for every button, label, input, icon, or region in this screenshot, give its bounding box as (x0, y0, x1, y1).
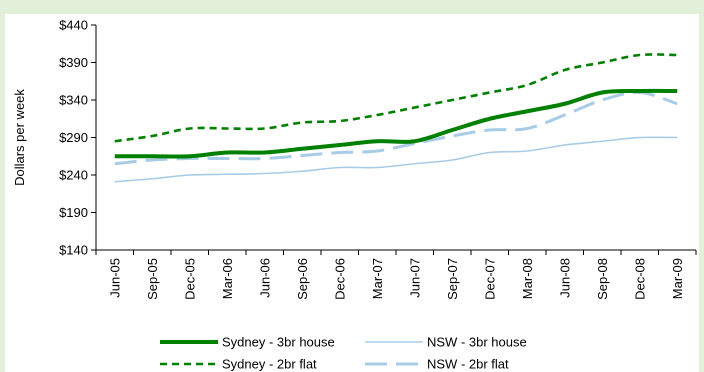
legend-label: Sydney - 3br house (222, 335, 335, 350)
series-line-sydney-3br-house (114, 88, 678, 159)
x-tick-label: Mar-09 (670, 258, 685, 299)
x-tick-label: Dec-07 (482, 258, 497, 300)
legend-label: Sydney - 2br flat (222, 357, 317, 372)
x-tick-label: Jun-07 (407, 258, 422, 298)
legend: Sydney - 3br house NSW - 3br house Sydney … (160, 335, 527, 372)
x-tick-label: Jun-08 (557, 258, 572, 298)
series-line-nsw-3br-house (114, 136, 678, 183)
x-tick-label: Mar-08 (520, 258, 535, 299)
y-tick-label: $390 (59, 55, 88, 70)
x-tick-label: Sep-06 (295, 258, 310, 300)
x-tick-label: Dec-05 (182, 258, 197, 300)
x-tick-label: Mar-06 (220, 258, 235, 299)
chart-panel (5, 14, 699, 372)
x-tick-label: Dec-06 (332, 258, 347, 300)
x-tick-label: Mar-07 (370, 258, 385, 299)
y-tick-label: $140 (59, 243, 88, 258)
x-tick-label: Jun-05 (107, 258, 122, 298)
x-tick-label: Dec-08 (632, 258, 647, 300)
y-tick-label: $240 (59, 168, 88, 183)
x-tick-label: Sep-05 (145, 258, 160, 300)
series-line-nsw-2br-flat (114, 90, 678, 166)
series-layer (114, 53, 678, 183)
y-tick-label: $190 (59, 205, 88, 220)
x-tick-label: Sep-08 (595, 258, 610, 300)
y-tick-label: $440 (59, 18, 88, 33)
x-tick-label: Jun-06 (257, 258, 272, 298)
axes: $140 $190 $240 $290 $340 $390 $440 Jun-05 Sep-05… (12, 18, 697, 300)
y-tick-label: $290 (59, 130, 88, 145)
legend-label: NSW - 3br house (427, 335, 527, 350)
y-tick-label: $340 (59, 93, 88, 108)
legend-label: NSW - 2br flat (427, 357, 509, 372)
series-line-sydney-2br-flat (114, 53, 678, 143)
y-axis-title: Dollars per week (12, 89, 27, 186)
x-tick-label: Sep-07 (445, 258, 460, 300)
